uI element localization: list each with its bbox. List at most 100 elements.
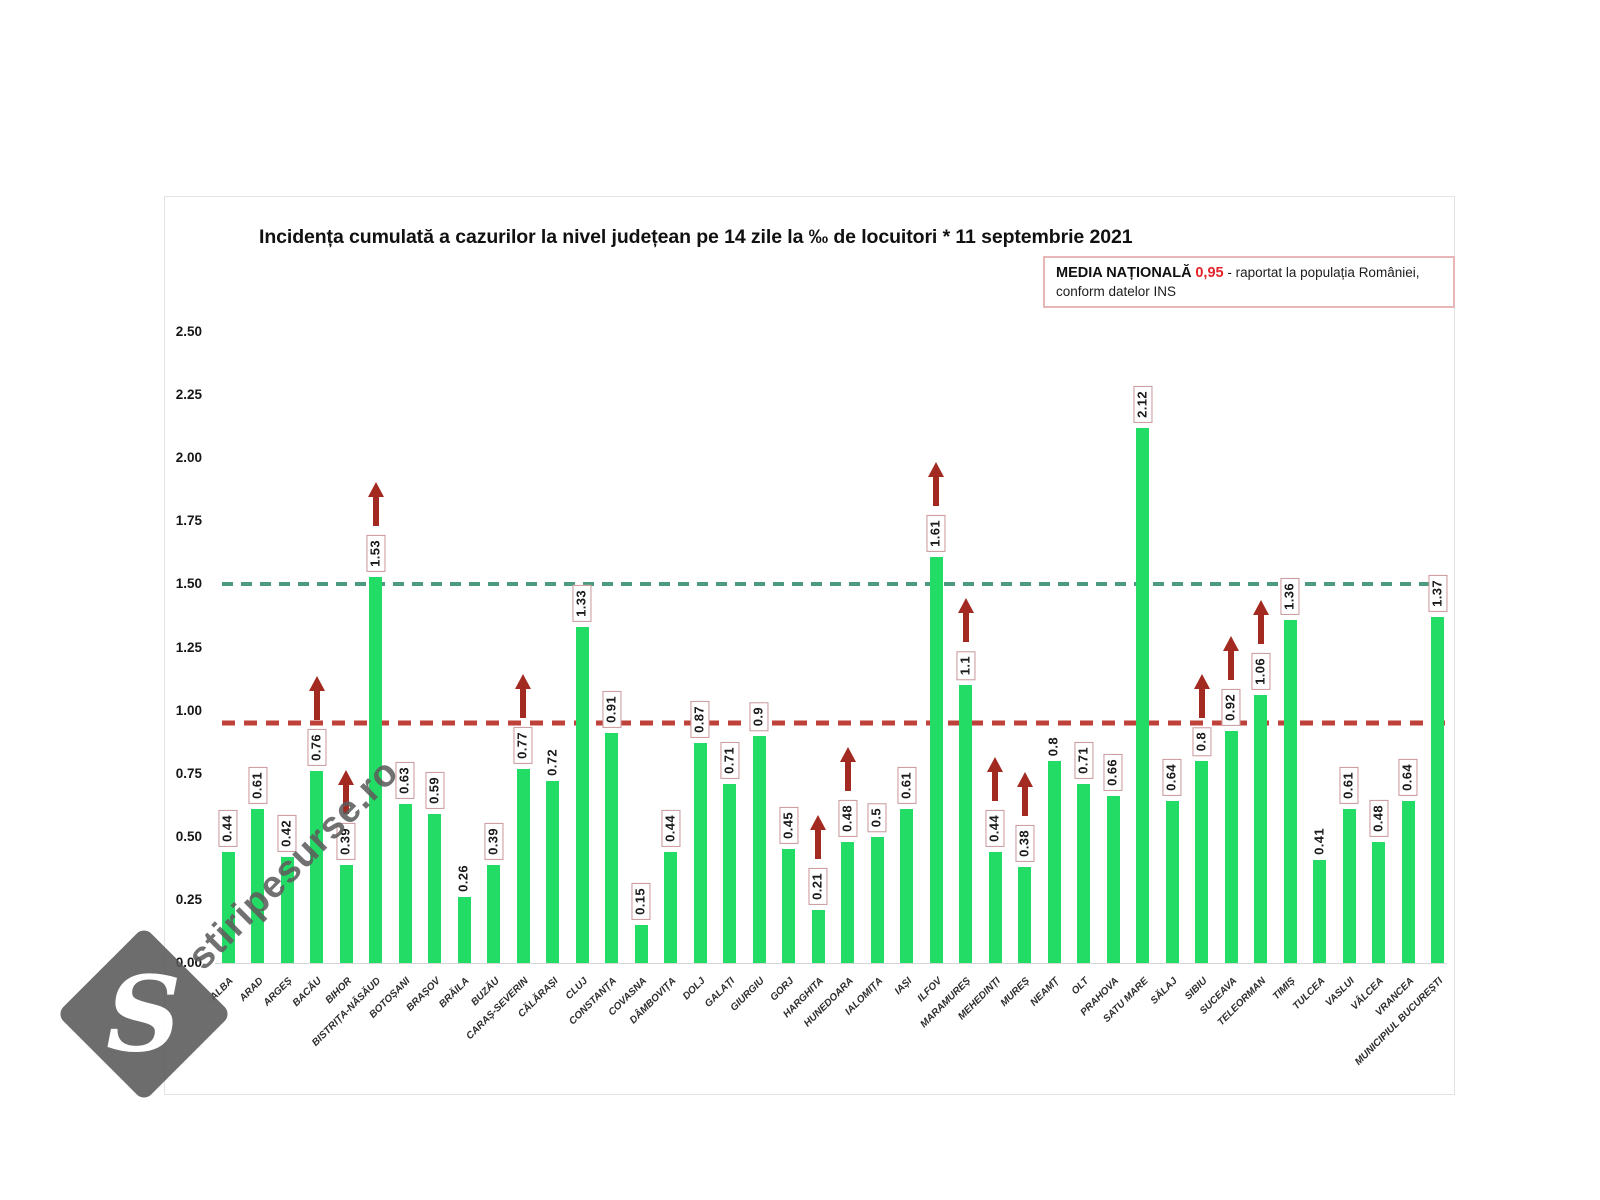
bar-value-label: 0.66: [1103, 754, 1123, 792]
bar-value-label: 1.61: [926, 514, 946, 552]
x-axis-label: GORJ: [768, 975, 797, 1004]
chart-title: Incidența cumulată a cazurilor la nivel …: [259, 226, 1133, 248]
bar-value-label: 1.53: [366, 534, 385, 572]
bar-value-label: 0.61: [1339, 767, 1359, 804]
increase-arrow-icon: [1193, 674, 1210, 719]
bar-value-label: 0.64: [1398, 759, 1418, 797]
y-axis-label: 0.50: [175, 828, 202, 844]
x-axis-label: SIBIU: [1182, 975, 1210, 1003]
bar-value-label: 0.26: [455, 865, 471, 893]
y-axis-label: 1.25: [175, 639, 202, 655]
bar: [428, 814, 441, 963]
bar-value-label: 0.39: [336, 822, 356, 860]
y-axis-label: 0.25: [175, 891, 202, 907]
bar-value-label: 0.72: [544, 749, 560, 777]
x-axis-label: SĂLAJ: [1148, 975, 1180, 1007]
bar: [811, 909, 825, 963]
bar-value-label: 0.48: [1369, 799, 1388, 837]
x-axis-label: DOLJ: [681, 975, 708, 1003]
x-axis-label: BACĂU: [291, 975, 325, 1009]
x-axis-label: OLT: [1069, 975, 1092, 998]
bar-value-label: 0.8: [1045, 737, 1061, 757]
x-axis-label: CLUJ: [563, 975, 590, 1002]
bar: [1254, 695, 1267, 963]
bar-value-label: 0.45: [779, 807, 798, 845]
bar: [516, 768, 530, 963]
legend-value: 0,95: [1195, 265, 1224, 281]
bar: [664, 851, 677, 963]
bar-value-label: 0.44: [218, 809, 238, 847]
increase-arrow-icon: [1016, 772, 1033, 817]
bar: [1018, 867, 1031, 963]
bar: [221, 851, 235, 963]
bar: [870, 836, 884, 963]
bar-value-label: 2.12: [1133, 385, 1152, 423]
bar-value-label: 0.61: [897, 767, 916, 804]
bar-value-label: 1.1: [956, 651, 975, 681]
y-axis-label: 2.00: [175, 450, 202, 466]
bar: [251, 809, 264, 963]
bar: [1431, 617, 1444, 963]
legend-line-2: conform datelor INS: [1056, 284, 1177, 299]
bar-value-label: 0.39: [484, 822, 503, 860]
bar: [1195, 761, 1208, 963]
bar-value-label: 0.21: [808, 867, 828, 905]
bar: [487, 864, 500, 963]
bar: [546, 781, 559, 963]
y-axis-label: 2.50: [175, 324, 202, 339]
x-axis-label: NEAMȚ: [1028, 975, 1062, 1009]
bar: [1224, 730, 1238, 963]
bar: [634, 925, 648, 963]
bar: [959, 685, 972, 963]
bar-value-label: 0.41: [1311, 827, 1327, 855]
bar-value-label: 0.61: [248, 767, 267, 804]
increase-arrow-icon: [367, 481, 384, 526]
bar-value-label: 0.48: [838, 799, 857, 837]
increase-arrow-icon: [515, 673, 531, 718]
legend-line-1: MEDIA NAȚIONALĂ 0,95 - raportat la popul…: [1056, 265, 1442, 281]
increase-arrow-icon: [1252, 600, 1269, 645]
bar: [900, 809, 913, 963]
x-axis-label: ALBA: [208, 975, 236, 1004]
bar-value-label: 1.37: [1428, 575, 1447, 613]
x-axis-label: MUREȘ: [999, 975, 1033, 1009]
increase-arrow-icon: [1223, 635, 1239, 680]
bar: [1401, 801, 1415, 963]
bar-value-label: 0.44: [661, 809, 680, 847]
bar: [605, 733, 618, 963]
increase-arrow-icon: [839, 746, 856, 791]
bar-value-label: 0.71: [1074, 741, 1093, 779]
legend-suffix: - raportat la populația României,: [1227, 265, 1420, 280]
bar-value-label: 0.42: [277, 814, 297, 852]
bar: [1077, 783, 1090, 963]
y-axis-label: 1.50: [175, 576, 202, 592]
bar: [693, 743, 707, 963]
bar: [782, 849, 795, 963]
national-average-line: [222, 720, 1447, 726]
bar-value-label: 0.77: [513, 726, 533, 764]
bar: [1165, 801, 1179, 963]
bar-value-label: 0.9: [749, 701, 769, 732]
increase-arrow-icon: [338, 769, 354, 814]
bar-value-label: 0.64: [1162, 759, 1182, 797]
bar: [339, 864, 353, 963]
bar-value-label: 0.87: [690, 701, 710, 739]
x-axis-label: BRĂILA: [437, 975, 472, 1011]
bar: [929, 556, 943, 963]
bar: [369, 576, 382, 963]
bar: [1136, 427, 1149, 963]
y-axis-label: 0.00: [175, 955, 202, 970]
bar-value-label: 0.15: [631, 883, 651, 921]
bar: [457, 897, 471, 963]
bar: [1047, 761, 1061, 963]
x-axis-label: TIMIȘ: [1271, 975, 1298, 1003]
x-axis-line: [215, 963, 1447, 964]
bar-value-label: 1.33: [572, 585, 592, 623]
bar-value-label: 0.71: [720, 741, 739, 779]
national-average-legend: MEDIA NAȚIONALĂ 0,95 - raportat la popul…: [1043, 256, 1455, 308]
bar-value-label: 0.59: [425, 772, 444, 809]
bar-value-label: 0.44: [985, 809, 1005, 847]
bar-value-label: 1.06: [1251, 653, 1270, 691]
